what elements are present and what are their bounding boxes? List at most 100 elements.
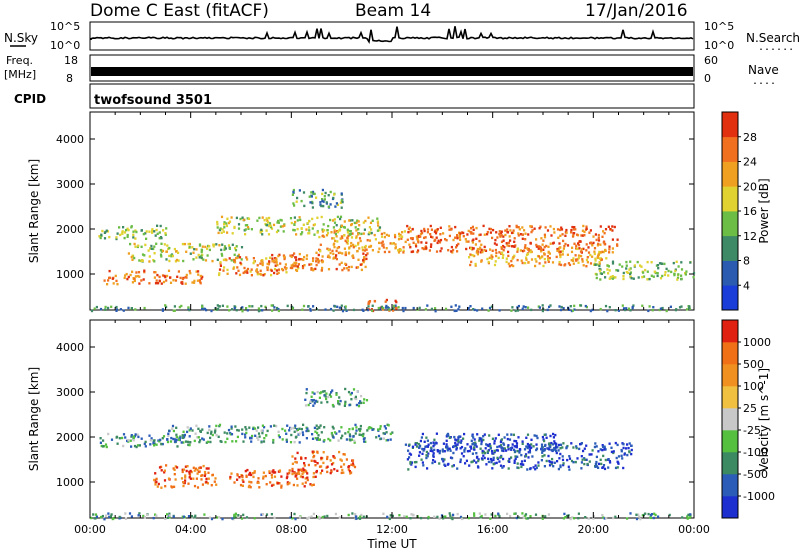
data-cell bbox=[555, 442, 558, 446]
data-cell bbox=[563, 264, 566, 267]
data-cell bbox=[414, 465, 417, 469]
data-cell bbox=[405, 515, 408, 518]
data-cell bbox=[398, 235, 401, 238]
data-cell bbox=[277, 430, 280, 433]
colorbar-tick-label: 1000 bbox=[743, 336, 771, 349]
data-cell bbox=[416, 515, 419, 518]
data-cell bbox=[335, 224, 338, 227]
data-cell bbox=[220, 231, 223, 234]
data-cell bbox=[466, 233, 469, 236]
data-cell bbox=[614, 466, 618, 470]
data-cell bbox=[611, 277, 614, 280]
data-cell bbox=[151, 229, 154, 232]
data-cell bbox=[547, 250, 550, 254]
data-cell bbox=[575, 247, 578, 250]
data-cell bbox=[635, 513, 638, 516]
data-cell bbox=[490, 257, 493, 260]
data-cell bbox=[600, 258, 603, 261]
data-cell bbox=[350, 471, 353, 474]
data-cell bbox=[316, 427, 319, 431]
data-cell bbox=[236, 478, 239, 481]
data-cell bbox=[493, 442, 496, 445]
data-cell bbox=[513, 448, 516, 451]
data-cell bbox=[270, 269, 273, 272]
data-cell bbox=[133, 256, 136, 260]
data-cell bbox=[126, 233, 129, 237]
data-cell bbox=[481, 250, 484, 254]
data-cell bbox=[543, 252, 546, 255]
data-cell bbox=[335, 393, 338, 396]
data-cell bbox=[338, 430, 341, 433]
data-cell bbox=[598, 262, 601, 265]
data-cell bbox=[223, 245, 227, 248]
data-cell bbox=[171, 424, 175, 428]
colorbar-tick-label: 500 bbox=[743, 358, 764, 371]
data-cell bbox=[482, 224, 485, 228]
data-cell bbox=[490, 457, 493, 461]
data-cell bbox=[558, 457, 561, 460]
data-cell bbox=[329, 471, 332, 475]
data-cell bbox=[566, 244, 570, 247]
data-cell bbox=[213, 431, 217, 434]
data-cell bbox=[313, 402, 316, 405]
data-cell bbox=[205, 308, 208, 312]
data-cell bbox=[566, 458, 569, 462]
data-cell bbox=[326, 400, 329, 404]
data-cell bbox=[580, 254, 583, 258]
data-cell bbox=[261, 431, 264, 435]
data-cell bbox=[558, 260, 561, 264]
data-cell bbox=[331, 389, 334, 392]
data-cell bbox=[412, 513, 415, 517]
data-cell bbox=[108, 235, 111, 239]
data-cell bbox=[349, 232, 353, 236]
data-cell bbox=[266, 219, 269, 222]
data-cell bbox=[308, 195, 311, 198]
data-cell bbox=[586, 256, 589, 259]
data-cell bbox=[541, 309, 544, 313]
data-cell bbox=[235, 309, 238, 312]
data-cell bbox=[548, 305, 551, 309]
data-cell bbox=[535, 245, 538, 248]
data-cell bbox=[307, 232, 310, 235]
data-cell bbox=[555, 444, 558, 447]
data-cell bbox=[352, 308, 356, 312]
data-cell bbox=[493, 242, 496, 245]
data-cell bbox=[457, 308, 460, 311]
data-cell bbox=[307, 403, 310, 407]
data-cell bbox=[280, 486, 283, 489]
data-cell bbox=[168, 429, 171, 433]
data-cell bbox=[483, 233, 486, 236]
data-cell bbox=[573, 304, 576, 308]
data-cell bbox=[149, 439, 152, 442]
data-cell bbox=[354, 515, 357, 518]
data-cell bbox=[556, 446, 559, 449]
freq-tick-top: 18 bbox=[64, 54, 78, 67]
data-cell bbox=[471, 239, 474, 242]
data-cell bbox=[188, 472, 191, 475]
data-cell bbox=[332, 237, 335, 240]
data-cell bbox=[174, 465, 177, 468]
data-cell bbox=[367, 427, 370, 430]
colorbar-segment bbox=[722, 430, 738, 453]
data-cell bbox=[602, 230, 605, 233]
data-cell bbox=[487, 309, 490, 312]
data-cell bbox=[154, 513, 157, 516]
data-cell bbox=[452, 513, 455, 517]
data-cell bbox=[200, 254, 203, 258]
data-cell bbox=[273, 261, 276, 264]
data-cell bbox=[165, 258, 168, 261]
data-cell bbox=[423, 440, 426, 443]
data-cell bbox=[133, 242, 136, 246]
data-cell bbox=[502, 442, 505, 445]
data-cell bbox=[199, 282, 202, 285]
data-cell bbox=[541, 304, 544, 307]
data-cell bbox=[491, 249, 494, 252]
data-cell bbox=[346, 239, 349, 243]
data-cell bbox=[472, 232, 475, 235]
data-cell bbox=[611, 238, 614, 241]
data-cell bbox=[108, 515, 111, 519]
nsky-tick-bottom: 10^0 bbox=[50, 39, 80, 52]
data-cell bbox=[145, 237, 148, 240]
data-cell bbox=[391, 431, 394, 434]
data-cell bbox=[230, 425, 233, 428]
